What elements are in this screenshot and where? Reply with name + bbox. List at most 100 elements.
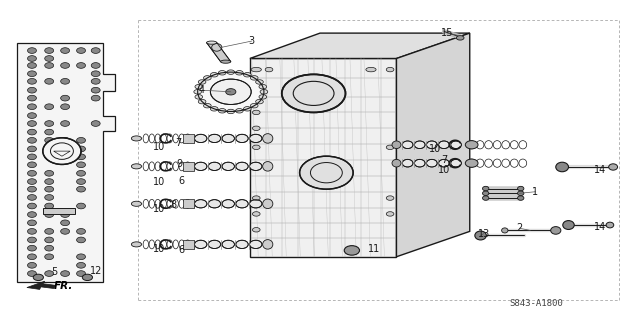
Ellipse shape bbox=[344, 246, 360, 255]
Ellipse shape bbox=[45, 195, 54, 200]
Ellipse shape bbox=[226, 89, 236, 95]
Ellipse shape bbox=[77, 228, 86, 234]
Ellipse shape bbox=[211, 79, 251, 105]
Ellipse shape bbox=[28, 138, 36, 143]
Ellipse shape bbox=[28, 63, 36, 68]
Ellipse shape bbox=[77, 138, 86, 143]
Text: 10: 10 bbox=[154, 244, 166, 254]
Ellipse shape bbox=[28, 220, 36, 226]
Ellipse shape bbox=[250, 134, 262, 142]
Ellipse shape bbox=[222, 134, 234, 142]
Ellipse shape bbox=[45, 203, 54, 209]
Ellipse shape bbox=[83, 274, 93, 281]
Ellipse shape bbox=[265, 68, 273, 72]
Ellipse shape bbox=[28, 146, 36, 152]
Ellipse shape bbox=[208, 134, 221, 142]
Text: 7: 7 bbox=[175, 138, 181, 148]
Ellipse shape bbox=[28, 271, 36, 276]
Text: 10: 10 bbox=[154, 177, 166, 187]
Ellipse shape bbox=[195, 95, 203, 99]
Ellipse shape bbox=[198, 100, 206, 104]
Text: 1: 1 bbox=[532, 187, 538, 197]
Ellipse shape bbox=[262, 199, 273, 209]
Ellipse shape bbox=[262, 162, 273, 171]
Ellipse shape bbox=[45, 146, 54, 152]
Ellipse shape bbox=[45, 245, 54, 251]
Ellipse shape bbox=[300, 156, 353, 189]
Polygon shape bbox=[396, 33, 470, 257]
Text: 4: 4 bbox=[199, 85, 205, 95]
Ellipse shape bbox=[92, 87, 100, 93]
Polygon shape bbox=[17, 43, 115, 282]
Ellipse shape bbox=[244, 107, 251, 111]
Bar bbox=[183, 199, 195, 208]
Ellipse shape bbox=[28, 212, 36, 217]
Ellipse shape bbox=[77, 179, 86, 184]
Ellipse shape bbox=[28, 95, 36, 101]
Text: 10: 10 bbox=[154, 142, 166, 152]
Ellipse shape bbox=[252, 145, 260, 149]
Bar bbox=[183, 162, 195, 171]
Ellipse shape bbox=[392, 141, 401, 148]
Ellipse shape bbox=[252, 110, 260, 115]
Ellipse shape bbox=[77, 171, 86, 176]
Ellipse shape bbox=[131, 242, 141, 247]
Ellipse shape bbox=[28, 48, 36, 53]
Text: 5: 5 bbox=[51, 267, 58, 277]
Ellipse shape bbox=[262, 240, 273, 249]
Ellipse shape bbox=[45, 171, 54, 176]
Ellipse shape bbox=[77, 254, 86, 260]
Ellipse shape bbox=[252, 126, 260, 131]
Ellipse shape bbox=[208, 200, 221, 208]
Ellipse shape bbox=[212, 44, 222, 51]
Ellipse shape bbox=[28, 171, 36, 176]
Ellipse shape bbox=[244, 73, 251, 77]
Ellipse shape bbox=[465, 159, 478, 167]
Ellipse shape bbox=[236, 108, 243, 113]
Ellipse shape bbox=[45, 237, 54, 243]
Ellipse shape bbox=[28, 121, 36, 126]
Ellipse shape bbox=[45, 254, 54, 260]
Ellipse shape bbox=[451, 141, 461, 148]
Ellipse shape bbox=[61, 48, 70, 53]
Ellipse shape bbox=[45, 63, 54, 68]
Text: 7: 7 bbox=[441, 155, 447, 165]
Ellipse shape bbox=[252, 228, 260, 232]
Ellipse shape bbox=[45, 271, 54, 276]
Ellipse shape bbox=[236, 200, 248, 208]
Text: S843-A1800: S843-A1800 bbox=[510, 299, 564, 308]
Ellipse shape bbox=[426, 141, 437, 148]
Ellipse shape bbox=[28, 154, 36, 160]
Ellipse shape bbox=[204, 103, 211, 108]
Ellipse shape bbox=[77, 48, 86, 53]
Ellipse shape bbox=[252, 212, 260, 216]
Ellipse shape bbox=[45, 104, 54, 109]
Text: 9: 9 bbox=[177, 159, 183, 169]
Ellipse shape bbox=[45, 121, 54, 126]
Text: 14: 14 bbox=[595, 222, 607, 232]
Ellipse shape bbox=[28, 104, 36, 109]
Ellipse shape bbox=[483, 186, 489, 191]
Ellipse shape bbox=[609, 164, 618, 170]
Ellipse shape bbox=[61, 220, 70, 226]
Ellipse shape bbox=[252, 196, 260, 200]
Ellipse shape bbox=[438, 159, 449, 167]
Ellipse shape bbox=[502, 228, 508, 233]
Ellipse shape bbox=[77, 237, 86, 243]
Ellipse shape bbox=[236, 71, 243, 75]
Ellipse shape bbox=[77, 262, 86, 268]
Polygon shape bbox=[250, 59, 396, 257]
Ellipse shape bbox=[426, 159, 437, 167]
Ellipse shape bbox=[556, 162, 568, 172]
Ellipse shape bbox=[366, 68, 376, 72]
Ellipse shape bbox=[131, 201, 141, 206]
Ellipse shape bbox=[45, 138, 54, 143]
Ellipse shape bbox=[77, 271, 86, 276]
Ellipse shape bbox=[28, 186, 36, 192]
Ellipse shape bbox=[45, 78, 54, 84]
Ellipse shape bbox=[45, 228, 54, 234]
Text: 6: 6 bbox=[178, 176, 184, 186]
Ellipse shape bbox=[255, 80, 263, 84]
Ellipse shape bbox=[387, 196, 394, 200]
Text: 6: 6 bbox=[178, 245, 184, 255]
